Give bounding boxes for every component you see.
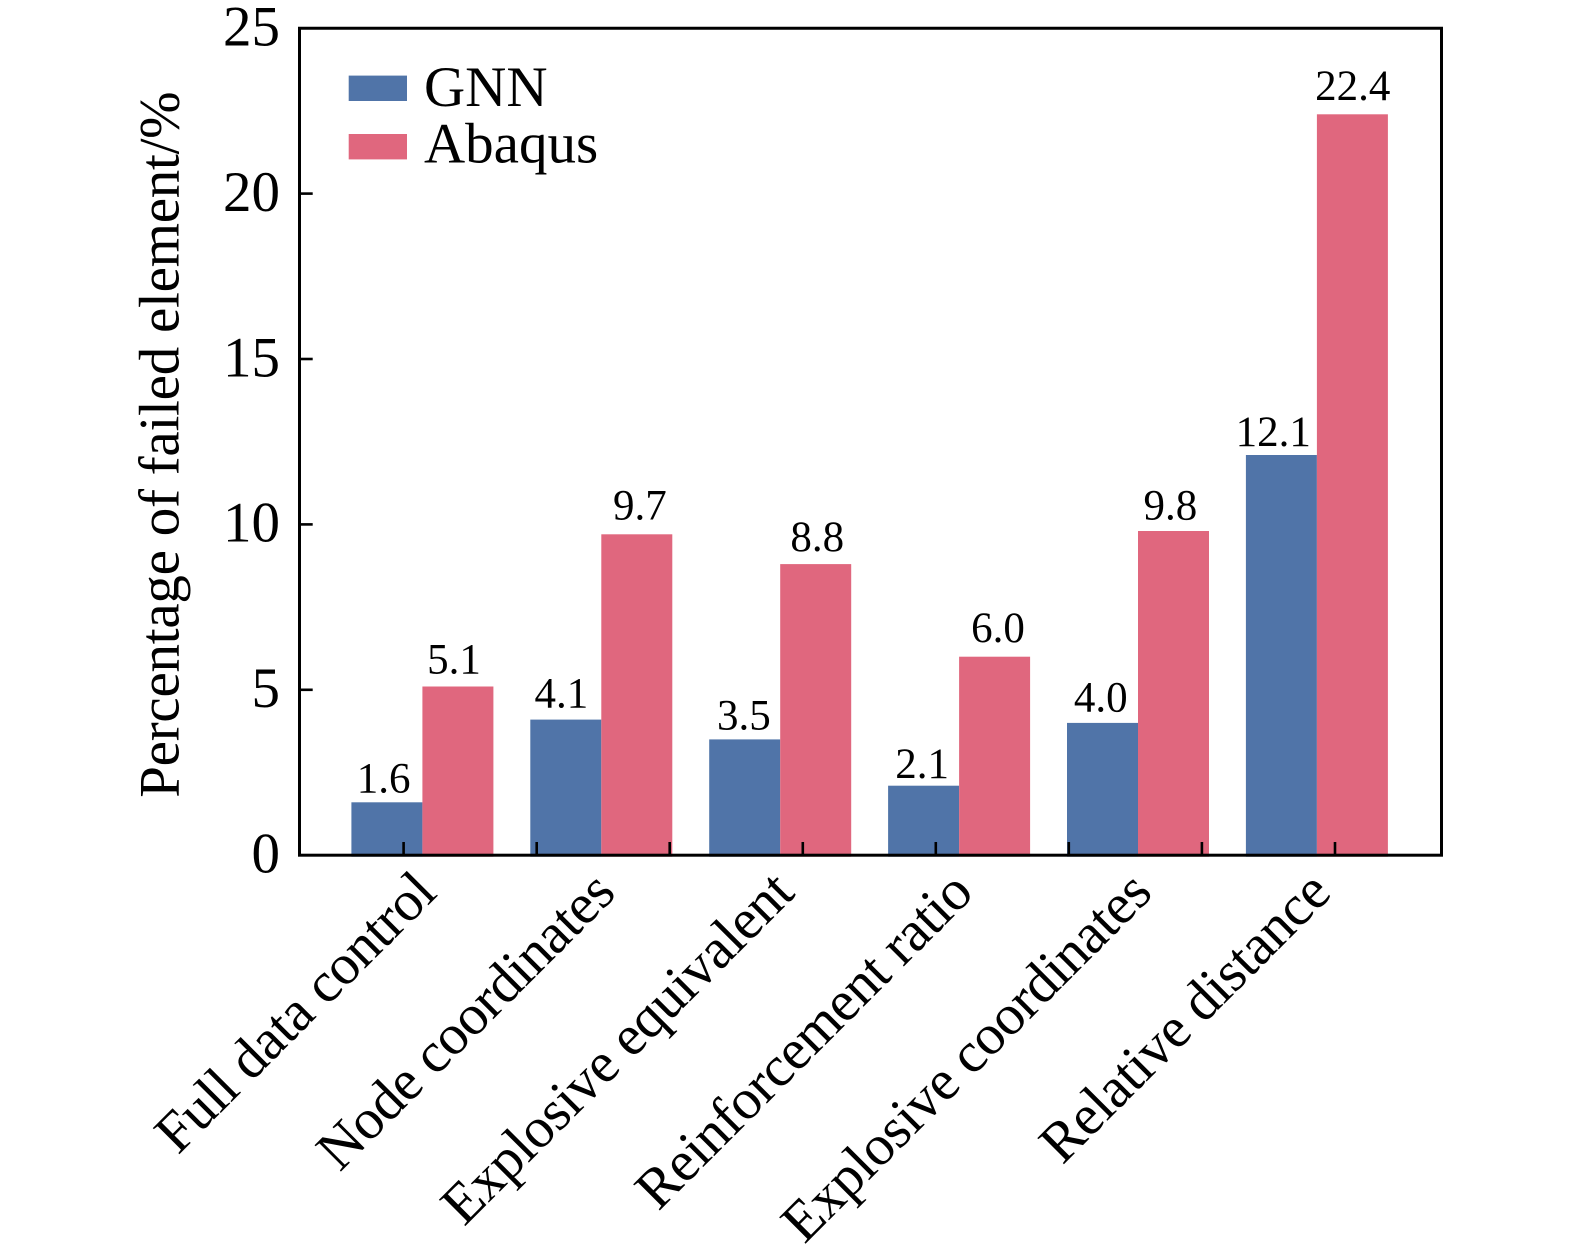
svg-text:25: 25 (223, 0, 280, 59)
svg-text:3.5: 3.5 (717, 692, 771, 739)
svg-text:12.1: 12.1 (1236, 409, 1311, 456)
svg-text:GNN: GNN (424, 56, 548, 119)
svg-text:5.1: 5.1 (427, 637, 481, 684)
svg-text:15: 15 (223, 326, 280, 389)
svg-text:6.0: 6.0 (971, 605, 1025, 652)
svg-text:Explosive equivalent: Explosive equivalent (429, 859, 806, 1236)
svg-text:9.7: 9.7 (613, 483, 667, 530)
svg-text:Percentage of failed element/%: Percentage of failed element/% (129, 92, 192, 798)
svg-text:5: 5 (252, 657, 281, 720)
svg-text:1.6: 1.6 (357, 755, 411, 802)
svg-text:9.8: 9.8 (1144, 482, 1198, 529)
svg-text:4.0: 4.0 (1074, 675, 1128, 722)
svg-text:Abaqus: Abaqus (424, 113, 598, 176)
svg-text:Node coordinates: Node coordinates (304, 860, 626, 1182)
svg-text:4.1: 4.1 (535, 671, 589, 718)
svg-text:8.8: 8.8 (790, 514, 844, 561)
svg-text:Reinforcement ratio: Reinforcement ratio (623, 860, 984, 1221)
svg-text:20: 20 (223, 161, 280, 224)
svg-text:10: 10 (223, 492, 280, 555)
svg-text:0: 0 (252, 823, 281, 886)
svg-text:2.1: 2.1 (895, 741, 949, 788)
svg-text:22.4: 22.4 (1315, 63, 1390, 110)
